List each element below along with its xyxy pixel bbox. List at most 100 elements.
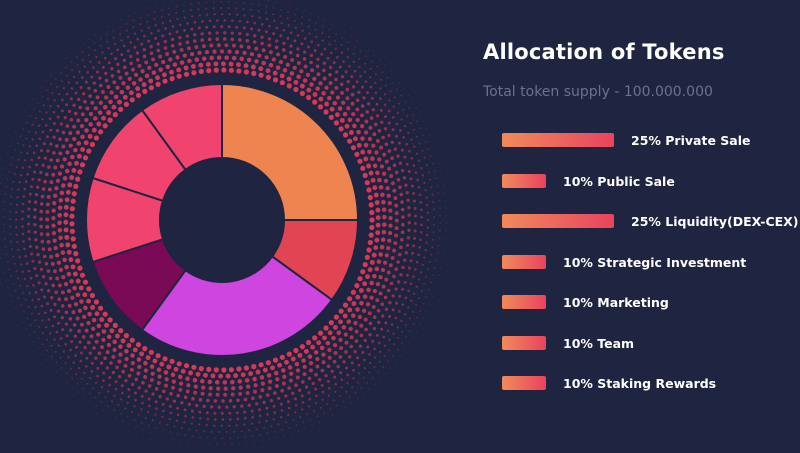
halo-dot [432,238,435,241]
halo-dot [53,315,57,319]
halo-dot [334,77,338,82]
halo-dot [43,295,46,299]
halo-dot [89,408,91,410]
halo-dot [198,68,204,74]
halo-dot [54,60,56,62]
halo-dot [265,360,271,366]
halo-dot [133,45,137,49]
halo-dot [287,386,291,390]
halo-dot [123,65,127,70]
halo-dot [396,348,399,351]
halo-dot [389,90,392,93]
halo-dot [186,22,189,25]
halo-dot [388,99,391,102]
halo-dot [268,438,270,441]
halo-dot [419,127,421,130]
halo-dot [191,396,195,401]
halo-dot [383,178,389,184]
halo-dot [251,364,257,370]
legend-label: 10% Strategic Investment [563,254,747,270]
halo-dot [137,63,142,68]
halo-dot [31,350,33,352]
halo-dot [129,61,133,66]
halo-dot [253,441,256,443]
halo-dot [343,31,346,33]
halo-dot [15,218,18,221]
halo-dot [287,406,291,410]
halo-dot [45,89,48,92]
halo-dot [316,57,320,61]
halo-dot [352,136,358,142]
halo-dot [284,359,289,365]
halo-dot [438,199,441,202]
halo-dot [42,254,47,259]
halo-dot [383,295,388,300]
halo-dot [2,215,5,218]
halo-dot [346,56,350,59]
halo-dot [73,147,78,153]
halo-dot [6,135,8,137]
halo-dot [134,5,136,7]
halo-dot [70,154,75,160]
halo-dot [48,276,53,281]
halo-dot [347,307,353,313]
halo-dot [299,69,304,74]
halo-dot [9,128,11,130]
halo-dot [100,90,105,94]
halo-dot [86,382,89,385]
halo-dot [49,158,53,162]
halo-dot [411,251,414,255]
halo-dot [91,317,97,323]
halo-dot [355,294,361,300]
halo-dot [58,235,63,241]
halo-dot [76,47,79,49]
halo-dot [61,183,66,188]
halo-dot [334,85,339,90]
halo-dot [208,443,210,445]
halo-dot [30,158,34,162]
halo-dot [392,248,397,253]
halo-dot [408,317,411,320]
halo-dot [279,354,285,360]
halo-dot [70,236,76,242]
halo-dot [302,421,305,424]
halo-dot [354,283,360,289]
halo-dot [328,73,332,77]
halo-dot [393,96,396,99]
halo-dot [242,8,245,11]
halo-dot [376,259,382,264]
halo-dot [438,274,441,277]
halo-dot [258,395,263,399]
halo-dot [376,65,379,68]
halo-dot [101,329,107,334]
halo-dot [45,172,49,177]
halo-dot [328,29,331,31]
halo-dot [9,203,12,205]
halo-dot [386,193,391,198]
halo-dot [255,402,259,406]
halo-dot [166,423,169,426]
halo-dot [407,131,410,134]
halo-dot [54,290,58,295]
halo-dot [412,244,416,248]
halo-dot [198,410,202,414]
halo-dot [17,297,20,299]
halo-dot [286,83,292,89]
halo-dot [333,375,337,379]
halo-dot [279,34,283,38]
halo-dot [201,385,206,390]
halo-dot [366,345,370,349]
halo-dot [237,379,243,384]
halo-dot [57,283,62,288]
halo-dot [103,356,107,361]
halo-dot [34,131,37,134]
halo-dot [108,376,112,379]
halo-dot [308,397,312,401]
halo-dot [199,436,201,438]
halo-dot [58,151,63,156]
halo-dot [349,27,352,30]
halo-dot [374,91,378,95]
halo-dot [216,19,219,22]
halo-dot [190,9,192,12]
halo-dot [163,370,169,375]
